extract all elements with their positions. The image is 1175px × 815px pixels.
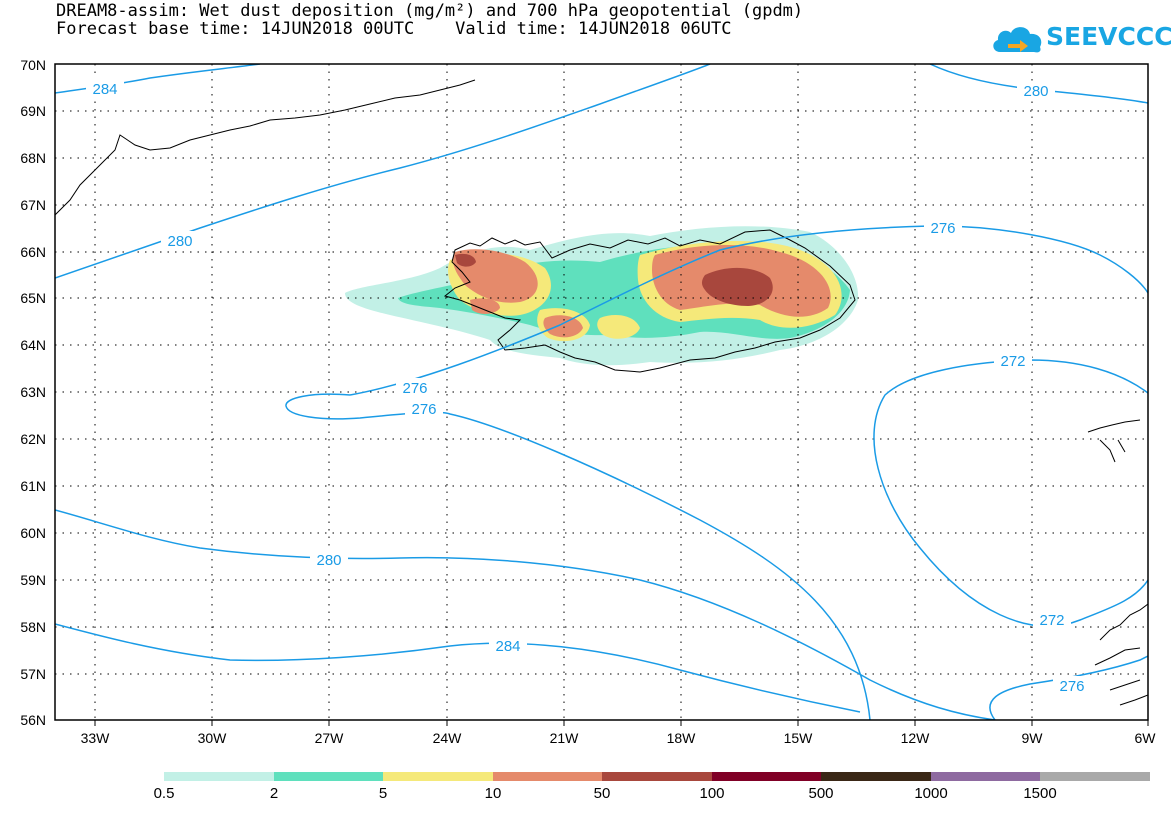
- colorbar-box-1: [274, 772, 383, 781]
- contour-280-north: [55, 64, 711, 279]
- colorbar-label-7: 1000: [914, 785, 948, 802]
- lat-label-61n: 61N: [20, 478, 46, 494]
- lat-label-63n: 63N: [20, 384, 46, 400]
- colorbar-label-3: 10: [484, 785, 502, 802]
- map-title-line2: Forecast base time: 14JUN2018 00UTC Vali…: [56, 19, 732, 39]
- colorbar-box-4: [602, 772, 712, 781]
- colorbar-label-4: 50: [593, 785, 611, 802]
- lon-label-6w: 6W: [1134, 730, 1156, 746]
- colorbar-box-8: [1040, 772, 1150, 781]
- colorbar-label-6: 500: [808, 785, 834, 802]
- lat-label-69n: 69N: [20, 103, 46, 119]
- greenland-coast: [55, 79, 476, 216]
- contour-276-loop: [285, 393, 871, 720]
- contour-label-276-se: 276: [1059, 678, 1084, 695]
- colorbar-label-8: 1500: [1023, 785, 1057, 802]
- lon-label-12w: 12W: [900, 730, 930, 746]
- lat-label-58n: 58N: [20, 619, 46, 635]
- lat-label-56n: 56N: [20, 712, 46, 728]
- contour-label-280-w: 280: [167, 233, 192, 250]
- contour-label-272-e: 272: [1000, 353, 1025, 370]
- colorbar-box-2: [383, 772, 493, 781]
- lon-label-18w: 18W: [666, 730, 696, 746]
- lat-label-59n: 59N: [20, 572, 46, 588]
- contour-label-284-s: 284: [495, 638, 520, 655]
- map-grid: [55, 64, 1148, 720]
- contour-272: [873, 359, 1148, 627]
- contour-276-north: [349, 225, 1148, 396]
- lon-label-9w: 9W: [1021, 730, 1043, 746]
- cloud-icon: [993, 27, 1042, 53]
- iceland-coast: [443, 229, 856, 373]
- contour-label-276-ne: 276: [930, 220, 955, 237]
- lat-label-67n: 67N: [20, 197, 46, 213]
- lat-label-57n: 57N: [20, 666, 46, 682]
- lon-label-15w: 15W: [783, 730, 813, 746]
- norway-coast: [1094, 603, 1148, 706]
- colorbar-label-2: 5: [378, 785, 388, 802]
- dust-region-50: [455, 253, 773, 306]
- faroe-islands: [1087, 419, 1141, 463]
- map-ticks: [94, 720, 1149, 726]
- map-title-line1: DREAM8-assim: Wet dust deposition (mg/m²…: [56, 1, 804, 21]
- contour-label-276-w: 276: [402, 380, 427, 397]
- contour-label-280-ne: 280: [1023, 83, 1048, 100]
- contour-label-group: 284 280 280 276 276 276 272 272 280 284 …: [86, 79, 1091, 695]
- contour-label-284-nw: 284: [92, 81, 117, 98]
- colorbar-box-0: [164, 772, 274, 781]
- lat-label-66n: 66N: [20, 244, 46, 260]
- lon-label-30w: 30W: [197, 730, 227, 746]
- contour-label-280-s: 280: [316, 552, 341, 569]
- geopotential-contours: [55, 64, 1148, 720]
- lon-label-24w: 24W: [432, 730, 462, 746]
- lat-label-68n: 68N: [20, 150, 46, 166]
- lat-label-62n: 62N: [20, 431, 46, 447]
- colorbar-box-7: [931, 772, 1040, 781]
- colorbar-label-0: 0.5: [153, 785, 175, 802]
- dust-deposition-layer: [345, 226, 859, 366]
- coastlines: [55, 79, 1148, 706]
- logo-text: SEEVCCC: [1046, 22, 1173, 51]
- lat-label-60n: 60N: [20, 525, 46, 541]
- contour-label-272-se: 272: [1039, 612, 1064, 629]
- contour-label-276-sw: 276: [411, 401, 436, 418]
- contour-280-south: [55, 509, 996, 720]
- lat-label-65n: 65N: [20, 290, 46, 306]
- map-frame: [54, 63, 1149, 721]
- seevccc-logo: SEEVCCC: [990, 18, 1173, 58]
- colorbar-box-3: [493, 772, 602, 781]
- colorbar-label-5: 100: [699, 785, 725, 802]
- lon-label-27w: 27W: [314, 730, 344, 746]
- colorbar-box-6: [821, 772, 931, 781]
- contour-284-north: [55, 64, 261, 94]
- colorbar-box-5: [712, 772, 821, 781]
- lat-label-64n: 64N: [20, 337, 46, 353]
- colorbar-label-1: 2: [269, 785, 279, 802]
- lon-label-21w: 21W: [549, 730, 579, 746]
- lon-label-33w: 33W: [80, 730, 110, 746]
- lat-label-70n: 70N: [20, 57, 46, 73]
- contour-284-south: [55, 623, 861, 713]
- contour-276-south: [989, 655, 1148, 720]
